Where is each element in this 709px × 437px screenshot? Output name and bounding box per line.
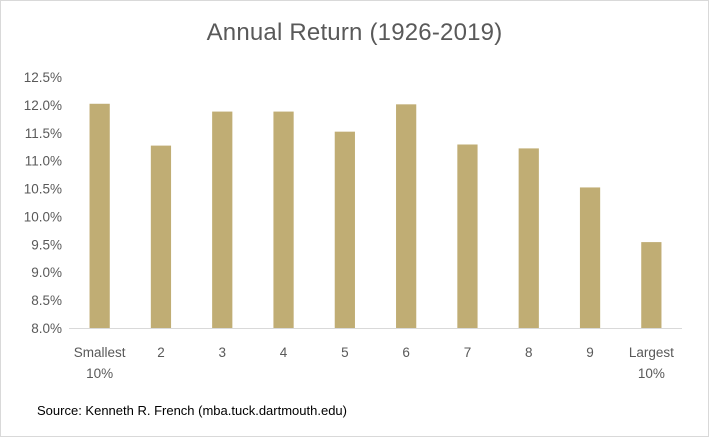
bar: [273, 111, 294, 329]
x-tick-label: 2: [157, 345, 165, 360]
y-tick-label: 10.5%: [24, 182, 62, 197]
x-tick-label: 4: [280, 345, 288, 360]
bar: [89, 103, 110, 328]
y-tick-label: 10.0%: [24, 209, 62, 224]
y-tick-label: 12.5%: [24, 70, 62, 85]
y-tick-label: 8.5%: [31, 293, 62, 308]
x-tick-label: 6: [402, 345, 410, 360]
bar: [150, 145, 172, 328]
bar: [457, 144, 478, 328]
y-tick-label: 8.0%: [31, 321, 62, 336]
x-tick-label: 8: [525, 345, 533, 360]
y-tick-label: 9.5%: [31, 237, 62, 252]
x-tick-label: 5: [341, 345, 349, 360]
x-tick-label: 7: [464, 345, 472, 360]
x-tick-label: Largest 10%: [629, 345, 674, 381]
y-tick-label: 9.0%: [31, 265, 62, 280]
bar-chart: 8.0% 8.5% 9.0% 9.5% 10.0% 10.5% 11.0% 11.5% 12.0…: [24, 70, 682, 381]
y-tick-label: 12.0%: [24, 98, 62, 113]
y-tick-label: 11.0%: [25, 154, 62, 169]
source-note: Source: Kenneth R. French (mba.tuck.dart…: [37, 403, 347, 418]
bar: [641, 242, 662, 328]
x-tick-label: 3: [218, 345, 226, 360]
chart-title: Annual Return (1926-2019): [206, 19, 503, 46]
bar: [396, 104, 417, 328]
bar: [579, 187, 601, 328]
x-tick-label: Smallest 10%: [74, 345, 126, 381]
bar: [212, 111, 233, 329]
bar: [518, 148, 539, 328]
x-tick-label: 9: [586, 345, 594, 360]
bar: [334, 131, 355, 328]
y-tick-label: 11.5%: [25, 126, 62, 141]
